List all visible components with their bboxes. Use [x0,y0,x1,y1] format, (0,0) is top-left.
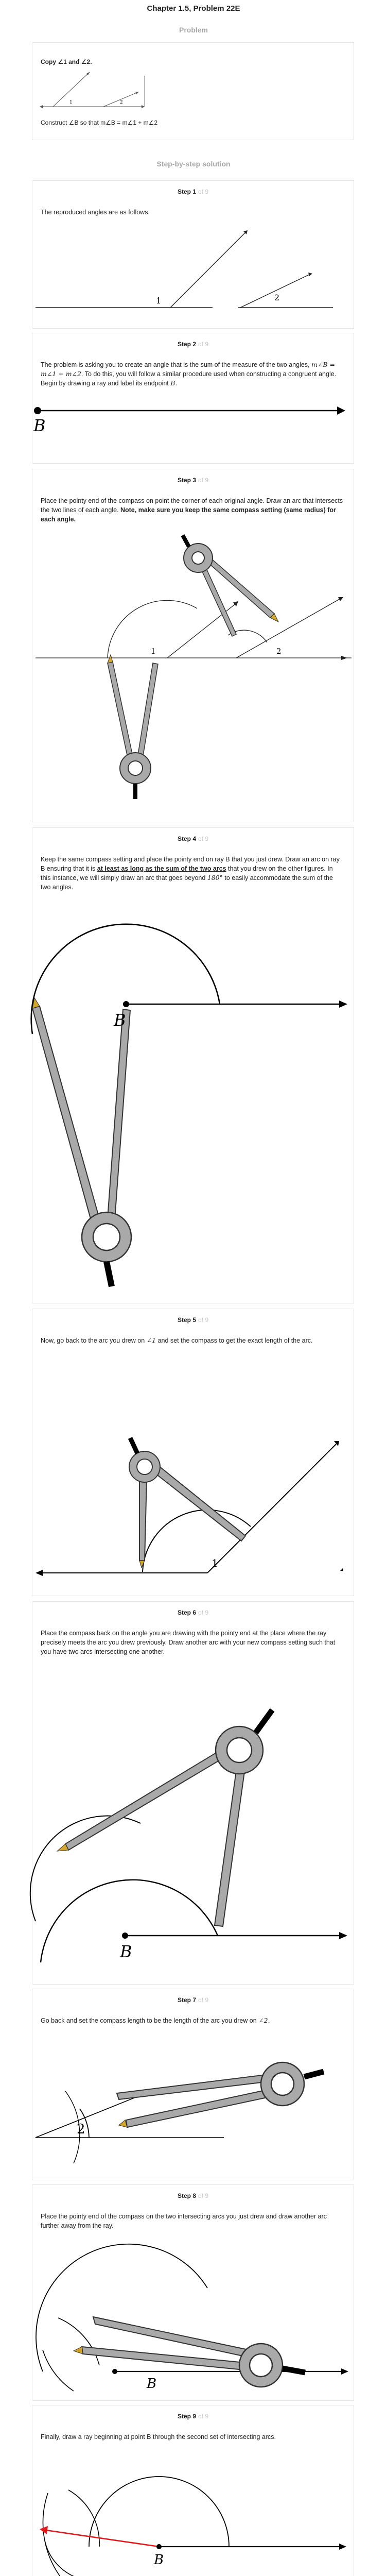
step-9-card: Step 9 of 9 Finally, draw a ray beginning… [32,2405,354,2576]
step-1-figure: 1 2 [36,230,333,308]
step-3-text-bold: Note, make sure you keep the same compas… [41,506,336,523]
step-2-text: The problem is asking you to create an a… [41,360,344,388]
step-7-card: Step 7 of 9 Go back and set the compass l… [32,1989,354,2180]
step-4-heading: Step 4 of 9 [177,835,209,842]
step-1-angle-2-label: 2 [274,293,279,302]
problem-card: Copy ∠1 and ∠2. 1 2 Construct ∠B so that… [32,42,354,140]
step-3-figure: 1 2 [36,534,351,799]
step-6-figure: B [29,1708,347,1963]
step-9-final-ray [45,2529,160,2548]
step-2-text-a: The problem is asking you to create an a… [41,361,310,368]
step-3-angle-1-label: 1 [151,647,156,656]
step-2-text-end: B. [170,379,178,387]
step-1-angle-1-label: 1 [156,296,161,306]
step-9-text: Finally, draw a ray beginning at point B… [41,2433,276,2441]
step-9-heading: Step 9 of 9 [177,2413,209,2420]
step-4-text: Keep the same compass setting and place … [41,855,344,892]
step-6-compass [56,1708,275,1927]
step-5-heading: Step 5 of 9 [177,1316,209,1324]
step-3-card: Step 3 of 9 Place the pointy end of the c… [32,469,354,822]
step-2-card: Step 2 of 9 The problem is asking you to … [32,333,354,464]
step-6-point-b: B [119,1942,132,1961]
step-4-point-b: B [113,1010,126,1030]
solution-heading: Step-by-step solution [156,160,231,168]
problem-angle-1-label: 1 [69,100,73,105]
step-1-card: Step 1 of 9 The reproduced angles are as … [32,180,354,329]
step-7-compass [116,2061,325,2128]
step-7-figure: 2 [35,2061,325,2164]
step-2-math: m∠B = m∠1 + m∠2 [41,361,335,378]
step-1-heading: Step 1 of 9 [177,188,209,195]
step-8-heading: Step 8 of 9 [177,2192,209,2199]
step-8-text: Place the pointy end of the compass on t… [41,2213,327,2229]
step-9-point-b: B [153,2552,164,2568]
step-3-text: Place the pointy end of the compass on p… [41,496,344,524]
step-4-text-a: Keep the same compass setting and place … [41,856,340,872]
step-7-math: ∠2. [258,2016,270,2024]
step-4-figure: B [30,923,347,1287]
step-7-angle-2-label: 2 [77,2122,85,2137]
step-9-figure: B [40,2476,346,2576]
step-5-text: Now, go back to the arc you drew on ∠1 a… [41,1336,344,1345]
step-8-figure: B [36,2243,348,2392]
step-6-text: Place the compass back on the angle you … [41,1630,336,1655]
step-8-card: Step 8 of 9 Place the pointy end of the c… [32,2184,354,2401]
step-7-heading: Step 7 of 9 [177,1996,209,2004]
step-5-angle-1-label: 1 [212,1557,218,1569]
step-2-text-b: . To do this, you will follow a similar … [41,370,337,387]
step-5-math: ∠1 [146,1336,156,1344]
step-6-card: Step 6 of 9 Place the compass back on the… [29,1601,354,1985]
step-3-angle-2-label: 2 [276,647,282,656]
step-3-text-a: Place the pointy end of the compass on p… [41,497,343,514]
step-2-point-b: B [33,416,46,435]
step-4-text-c: to easily accommodate the sum of the two… [41,874,333,891]
step-5-compass [128,1437,247,1569]
step-2-heading: Step 2 of 9 [177,341,209,348]
step-4-math: 180° [207,874,223,882]
page-title: Chapter 1.5, Problem 22E [147,4,240,13]
step-3-compass-right [181,534,279,637]
step-1-text: The reproduced angles are as follows. [41,209,150,216]
step-2-figure: B [33,406,345,435]
step-5-text-a: Now, go back to the arc you drew on [41,1337,145,1344]
step-5-text-b: and set the compass to get the exact len… [157,1337,313,1344]
step-6-heading: Step 6 of 9 [177,1609,209,1616]
step-8-point-b: B [146,2376,156,2392]
problem-heading: Problem [179,26,208,34]
step-4-text-b: that you drew on the other figures. In t… [41,865,333,882]
step-3-compass-left [107,654,159,799]
problem-copy-text: Copy ∠1 and ∠2. [41,58,92,65]
problem-construct-text: Construct ∠B so that m∠B = m∠1 + m∠2 [41,119,158,126]
step-4-text-bold: at least as long as the sum of the two a… [97,865,226,872]
step-7-text-a: Go back and set the compass length to be… [41,2017,257,2024]
step-3-heading: Step 3 of 9 [177,477,209,484]
step-4-card: Step 4 of 9 Keep the same compass setting… [30,827,354,1303]
problem-figure: 1 2 [40,72,145,108]
step-4-compass [31,997,132,1287]
step-7-text: Go back and set the compass length to be… [41,2016,344,2025]
step-5-figure: 1 [36,1437,343,1576]
problem-angle-2-label: 2 [120,100,123,105]
step-8-compass [73,2316,306,2388]
step-5-card: Step 5 of 9 Now, go back to the arc you d… [32,1309,354,1596]
